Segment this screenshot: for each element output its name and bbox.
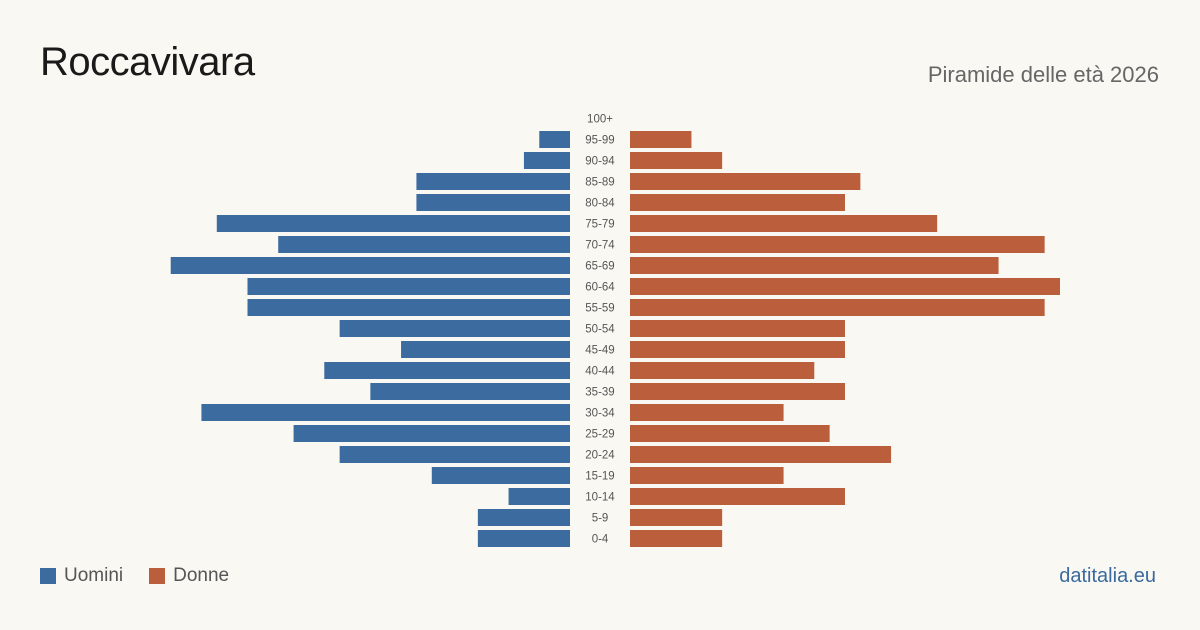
age-label-15-19: 15-19 <box>585 471 614 483</box>
chart-legend: Uomini Donne <box>40 565 255 587</box>
bar-uomini-20-24 <box>339 446 570 463</box>
age-label-20-24: 20-24 <box>585 450 615 462</box>
age-label-50-54: 50-54 <box>585 324 615 336</box>
bar-uomini-90-94 <box>523 152 570 169</box>
age-label-40-44: 40-44 <box>585 366 615 378</box>
age-label-70-74: 70-74 <box>585 240 615 252</box>
bar-donne-70-74 <box>630 236 1045 253</box>
age-label-80-84: 80-84 <box>585 198 615 210</box>
legend-item-uomini: Uomini <box>40 565 123 587</box>
bar-donne-15-19 <box>630 467 784 484</box>
age-label-95-99: 95-99 <box>585 135 614 147</box>
age-label-45-49: 45-49 <box>585 345 614 357</box>
age-label-65-69: 65-69 <box>585 261 614 273</box>
bar-donne-25-29 <box>630 425 830 442</box>
bar-uomini-95-99 <box>539 131 570 148</box>
bar-donne-60-64 <box>630 278 1060 295</box>
age-label-35-39: 35-39 <box>585 387 614 399</box>
bar-donne-55-59 <box>630 299 1045 316</box>
bar-uomini-5-9 <box>477 509 570 526</box>
age-label-60-64: 60-64 <box>585 282 615 294</box>
bar-donne-35-39 <box>630 383 845 400</box>
bar-donne-5-9 <box>630 509 723 526</box>
age-label-100plus: 100+ <box>587 114 613 126</box>
bar-donne-30-34 <box>630 404 784 421</box>
age-label-85-89: 85-89 <box>585 177 614 189</box>
legend-label-uomini: Uomini <box>64 565 124 586</box>
bar-uomini-60-64 <box>247 278 570 295</box>
legend-item-donne: Donne <box>149 565 229 587</box>
age-label-30-34: 30-34 <box>585 408 615 420</box>
bar-uomini-85-89 <box>416 173 570 190</box>
bar-uomini-15-19 <box>431 467 570 484</box>
bar-uomini-0-4 <box>477 530 570 547</box>
bar-uomini-10-14 <box>508 488 570 505</box>
bar-uomini-25-29 <box>293 425 570 442</box>
bar-donne-65-69 <box>630 257 999 274</box>
bar-uomini-70-74 <box>278 236 570 253</box>
age-label-75-79: 75-79 <box>585 219 614 231</box>
bar-donne-10-14 <box>630 488 845 505</box>
age-label-10-14: 10-14 <box>585 492 615 504</box>
bar-uomini-30-34 <box>201 404 570 421</box>
bar-uomini-80-84 <box>416 194 570 211</box>
bar-uomini-50-54 <box>339 320 570 337</box>
chart-subtitle: Piramide delle età 2026 <box>927 62 1159 87</box>
age-label-25-29: 25-29 <box>585 429 614 441</box>
bar-donne-85-89 <box>630 173 861 190</box>
bar-donne-75-79 <box>630 215 938 232</box>
bar-donne-95-99 <box>630 131 692 148</box>
bar-uomini-65-69 <box>170 257 570 274</box>
bar-donne-20-24 <box>630 446 892 463</box>
bar-uomini-45-49 <box>401 341 570 358</box>
legend-swatch-donne <box>149 568 166 584</box>
bar-uomini-35-39 <box>370 383 570 400</box>
age-label-55-59: 55-59 <box>585 303 614 315</box>
legend-swatch-uomini <box>40 568 56 584</box>
bar-donne-40-44 <box>630 362 815 379</box>
brand-link[interactable]: datitalia.eu <box>1059 565 1156 587</box>
age-label-90-94: 90-94 <box>585 156 615 168</box>
page-title: Roccavivara <box>40 40 255 84</box>
bar-uomini-55-59 <box>247 299 570 316</box>
bar-donne-45-49 <box>630 341 845 358</box>
bar-donne-50-54 <box>630 320 845 337</box>
age-label-0-4: 0-4 <box>592 534 609 546</box>
bar-donne-0-4 <box>630 530 723 547</box>
bar-donne-80-84 <box>630 194 845 211</box>
bar-donne-90-94 <box>630 152 723 169</box>
age-label-5-9: 5-9 <box>592 513 609 525</box>
bar-uomini-75-79 <box>216 215 571 232</box>
bar-uomini-40-44 <box>324 362 570 379</box>
legend-label-donne: Donne <box>173 565 230 586</box>
